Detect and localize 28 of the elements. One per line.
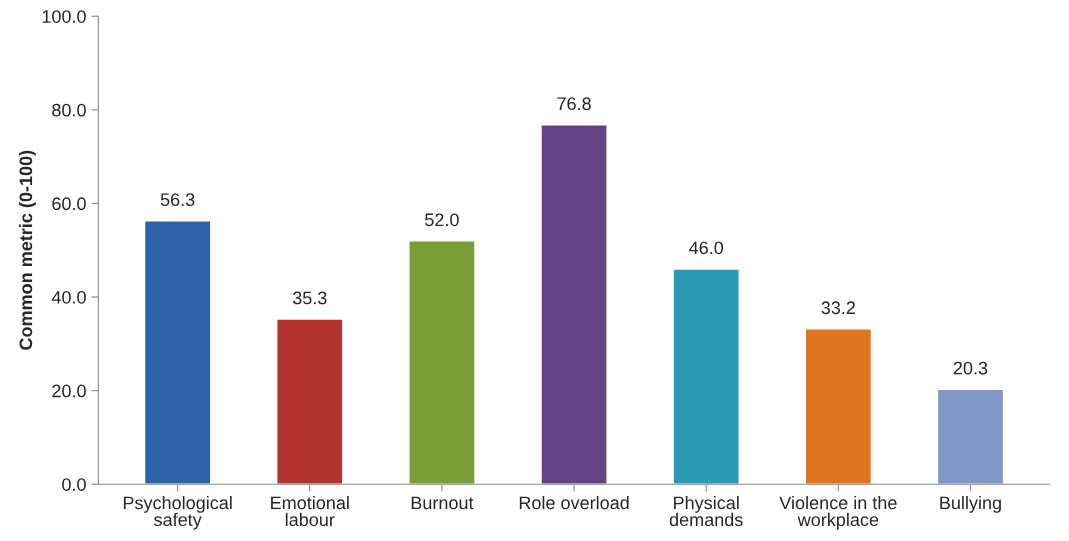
bar — [540, 124, 608, 485]
x-tick-label: Violence in the workplace — [779, 496, 897, 530]
y-axis-title: Common metric (0-100) — [18, 150, 36, 350]
bar — [408, 240, 476, 485]
y-tick-label: 100.0 — [42, 10, 86, 23]
bar — [672, 268, 740, 485]
y-tick-label: 40.0 — [51, 290, 86, 304]
y-tick-label: 0.0 — [62, 478, 86, 491]
bar — [936, 388, 1005, 485]
y-tick-label: 80.0 — [52, 103, 86, 117]
bar — [804, 328, 873, 485]
data-label: 56.3 — [160, 193, 195, 207]
x-tick-label: Burnout — [411, 496, 474, 510]
bar — [143, 220, 212, 485]
bar — [276, 318, 344, 485]
data-label: 76.8 — [557, 97, 591, 111]
x-tick-label: Emotional labour — [271, 496, 349, 527]
x-tick-label: Psychological safety — [123, 496, 232, 530]
y-tick-label: 60.0 — [52, 197, 86, 211]
x-tick-label: Bullying — [940, 496, 1001, 513]
data-label: 52.0 — [425, 213, 459, 227]
data-label: 46.0 — [689, 241, 724, 255]
x-tick-label: Physical demands — [669, 496, 743, 527]
y-tick-label: 20.0 — [52, 384, 86, 398]
data-label: 33.2 — [821, 301, 855, 315]
x-tick-label: Role overload — [519, 496, 629, 510]
data-label: 20.3 — [953, 361, 988, 375]
data-label: 35.3 — [292, 291, 327, 305]
